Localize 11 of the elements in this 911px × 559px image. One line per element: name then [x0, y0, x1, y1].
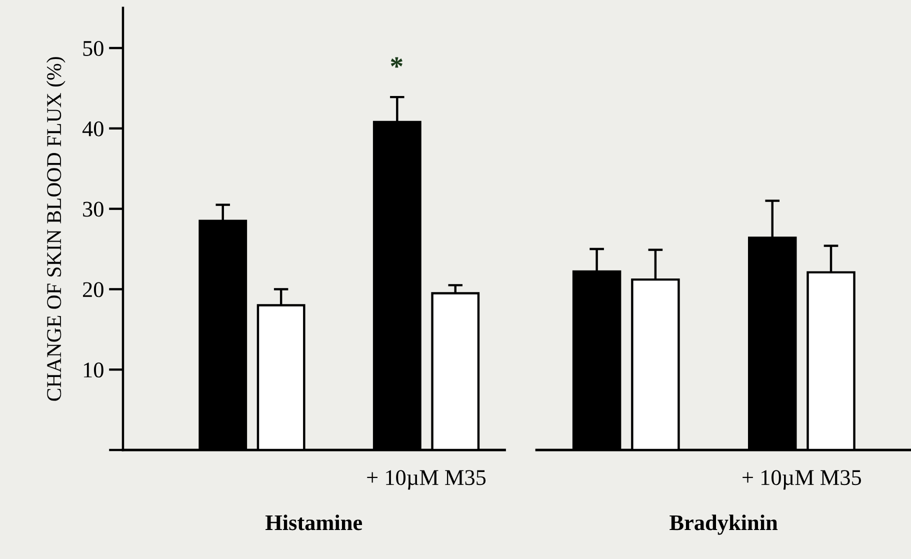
annotation: *: [390, 57, 402, 68]
x-axis-title: Histamine: [265, 514, 362, 530]
x-axis-title: Bradykinin: [670, 514, 778, 535]
y-tick-label: 20: [82, 282, 104, 298]
y-tick-label: 30: [83, 202, 104, 217]
y-tick-label: 50: [83, 40, 104, 56]
x-tick-label: + 10µM M35: [367, 470, 486, 490]
y-axis-title: CHANGE OF SKIN BLOOD FLUX (%): [46, 57, 66, 401]
y-tick-label: 40: [82, 121, 104, 136]
x-tick-label: + 10µM M35: [742, 470, 862, 490]
y-tick-label: 10: [84, 362, 104, 378]
